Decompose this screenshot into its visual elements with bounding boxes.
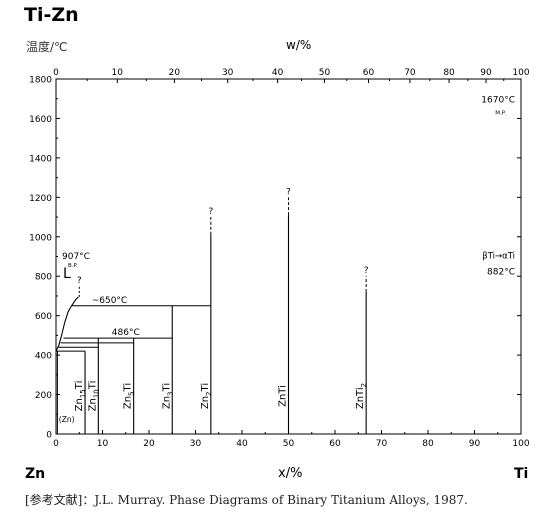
- compound-label: Zn5Ti: [123, 383, 136, 409]
- compound-label: Zn10Ti: [87, 381, 100, 412]
- compound-question-mark: ?: [286, 187, 291, 197]
- compound-label: ZnTi: [278, 385, 289, 407]
- right-component-label: Ti: [514, 466, 529, 482]
- x-axis-label: x/%: [278, 466, 303, 481]
- left-component-label: Zn: [25, 466, 46, 482]
- top-axis-label: w/%: [286, 38, 312, 52]
- x-tick-label: 30: [190, 439, 202, 449]
- top-tick-label: 40: [272, 68, 284, 78]
- liquidus-line: [55, 296, 79, 352]
- x-tick-label: 70: [376, 439, 388, 449]
- ti-melting-point-value: 1670°C: [481, 96, 515, 106]
- compound-question-mark: ?: [208, 207, 213, 217]
- x-tick-label: 100: [512, 439, 529, 449]
- y-tick-label: 600: [35, 312, 52, 322]
- y-tick-label: 400: [35, 352, 52, 362]
- top-tick-label: 70: [404, 68, 416, 78]
- isotherm-486-label: 486°C: [112, 328, 140, 338]
- top-tick-label: 20: [169, 68, 181, 78]
- top-tick-label: 30: [222, 68, 234, 78]
- reference-citation: [参考文献]：J.L. Murray. Phase Diagrams of Bi…: [25, 493, 468, 507]
- liquid-region-label: L: [63, 266, 71, 282]
- ti-transition-label: βTi→αTi: [482, 251, 515, 261]
- zn-boiling-point-value: 907°C: [62, 252, 90, 262]
- top-tick-label: 10: [112, 68, 124, 78]
- isotherm-650-label: ~650°C: [92, 296, 128, 306]
- x-tick-label: 50: [283, 439, 295, 449]
- chart-title: Ti-Zn: [24, 4, 79, 26]
- compound-question-mark: ?: [364, 266, 369, 276]
- top-tick-label: 50: [319, 68, 331, 78]
- y-tick-label: 1200: [29, 194, 52, 204]
- y-tick-label: 1600: [29, 115, 52, 125]
- x-tick-label: 0: [53, 439, 59, 449]
- y-tick-label: 0: [46, 431, 52, 441]
- compound-label: Zn3Ti: [161, 383, 174, 409]
- compound-label: Zn2Ti: [200, 383, 213, 409]
- y-tick-label: 1800: [29, 76, 52, 86]
- y-tick-label: 800: [35, 273, 52, 283]
- y-axis-label: 温度/℃: [26, 40, 68, 54]
- compound-label: Zn15Ti: [74, 381, 87, 412]
- zn-boiling-point-note: B.P.: [68, 263, 78, 269]
- top-tick-label: 100: [512, 68, 529, 78]
- x-tick-label: 20: [143, 439, 155, 449]
- compound-label: ZnTi2: [355, 383, 368, 409]
- top-tick-label: 80: [443, 68, 455, 78]
- x-tick-label: 10: [97, 439, 109, 449]
- ti-transition-value: 882°C: [487, 267, 515, 277]
- y-tick-label: 200: [35, 391, 52, 401]
- x-tick-label: 60: [329, 439, 341, 449]
- x-tick-label: 90: [469, 439, 481, 449]
- ti-melting-point-note: M.P.: [495, 111, 506, 117]
- y-tick-label: 1000: [29, 233, 52, 243]
- top-tick-label: 60: [363, 68, 375, 78]
- top-tick-label: 90: [480, 68, 492, 78]
- y-tick-label: 1400: [29, 154, 52, 164]
- liquidus-question-mark: ?: [77, 276, 82, 286]
- zn-phase-label: (Zn): [59, 415, 75, 424]
- top-tick-label: 0: [53, 68, 59, 78]
- x-tick-label: 80: [422, 439, 434, 449]
- x-tick-label: 40: [236, 439, 248, 449]
